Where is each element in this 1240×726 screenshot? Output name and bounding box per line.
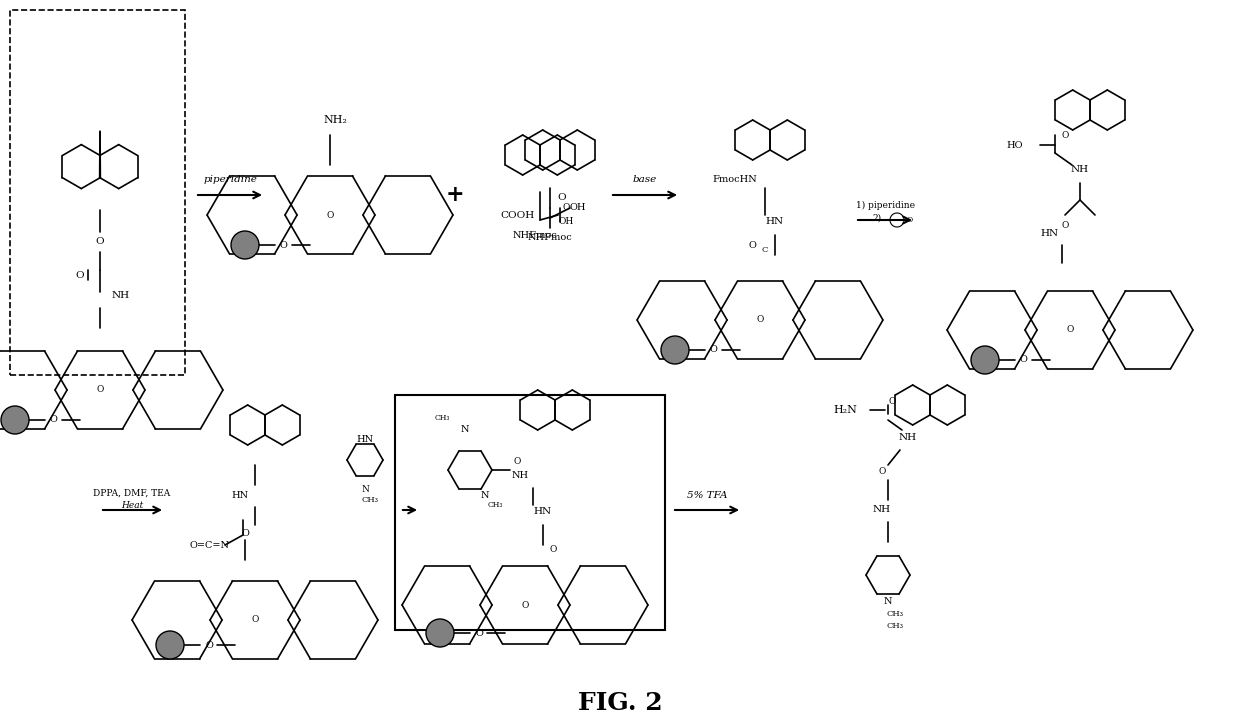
Text: O: O: [888, 398, 895, 407]
Text: 5% TFA: 5% TFA: [687, 491, 727, 499]
Text: piperidine: piperidine: [203, 176, 257, 184]
Text: N: N: [461, 425, 469, 434]
Text: O: O: [95, 237, 104, 247]
Text: NH₂: NH₂: [324, 115, 347, 125]
Text: Heat: Heat: [120, 502, 143, 510]
Text: CH₃: CH₃: [887, 622, 904, 630]
Text: CH₃: CH₃: [887, 610, 904, 618]
Text: CH₃: CH₃: [487, 501, 502, 509]
Text: HO: HO: [1007, 141, 1023, 150]
Text: NH: NH: [112, 292, 130, 301]
Text: O: O: [878, 468, 885, 476]
Text: NH: NH: [511, 470, 528, 479]
Circle shape: [231, 231, 259, 259]
Text: O: O: [906, 216, 913, 224]
Text: CH₃: CH₃: [435, 414, 450, 422]
Text: O=C=N: O=C=N: [190, 540, 229, 550]
Text: +: +: [445, 184, 464, 206]
Text: COOH: COOH: [501, 211, 534, 219]
Text: N: N: [884, 597, 893, 606]
Text: HN: HN: [356, 436, 373, 444]
Text: O: O: [1066, 325, 1074, 335]
Text: base: base: [632, 176, 657, 184]
Text: OH: OH: [558, 218, 574, 227]
Text: OH: OH: [569, 203, 587, 213]
Text: CH₃: CH₃: [362, 496, 378, 504]
Text: O: O: [280, 240, 288, 250]
Text: NH: NH: [1071, 166, 1089, 174]
Circle shape: [1, 406, 29, 434]
Bar: [10, 10, 185, 375]
Text: O: O: [1021, 356, 1028, 364]
Text: O: O: [521, 600, 528, 610]
Text: O: O: [558, 194, 567, 203]
Text: O: O: [97, 386, 104, 394]
Circle shape: [661, 336, 689, 364]
Circle shape: [156, 631, 184, 659]
Text: NH: NH: [873, 505, 892, 515]
Text: O: O: [513, 457, 521, 467]
Text: O: O: [50, 415, 58, 425]
Text: NHFmoc: NHFmoc: [512, 230, 557, 240]
Text: HN: HN: [1040, 229, 1059, 237]
Circle shape: [971, 346, 999, 374]
Text: O: O: [756, 316, 764, 325]
Text: 2): 2): [873, 213, 882, 222]
Text: O: O: [326, 211, 334, 219]
Text: O: O: [748, 240, 756, 250]
Text: O: O: [205, 640, 213, 650]
Bar: [396, 395, 665, 630]
Text: 1) piperidine: 1) piperidine: [856, 200, 915, 210]
Text: O: O: [475, 629, 482, 637]
Text: N: N: [361, 486, 370, 494]
Text: FIG. 2: FIG. 2: [578, 691, 662, 715]
Text: O: O: [711, 346, 718, 354]
Text: NH: NH: [899, 433, 918, 443]
Text: O: O: [549, 545, 557, 555]
Text: HN: HN: [232, 491, 248, 499]
Text: O: O: [252, 616, 259, 624]
Text: C: C: [761, 246, 769, 254]
Text: O: O: [1061, 131, 1069, 139]
Text: O: O: [1061, 221, 1069, 229]
Text: HN: HN: [766, 218, 784, 227]
Text: H₂N: H₂N: [833, 405, 857, 415]
Text: FmocHN: FmocHN: [713, 176, 758, 184]
Text: N: N: [481, 491, 490, 499]
Circle shape: [427, 619, 454, 647]
Text: DPPA, DMF, TEA: DPPA, DMF, TEA: [93, 489, 171, 497]
Text: O: O: [562, 203, 569, 213]
Text: NHFmoc: NHFmoc: [528, 234, 573, 242]
Text: O: O: [241, 529, 249, 537]
Text: HN: HN: [534, 507, 552, 516]
Text: O: O: [76, 271, 84, 280]
